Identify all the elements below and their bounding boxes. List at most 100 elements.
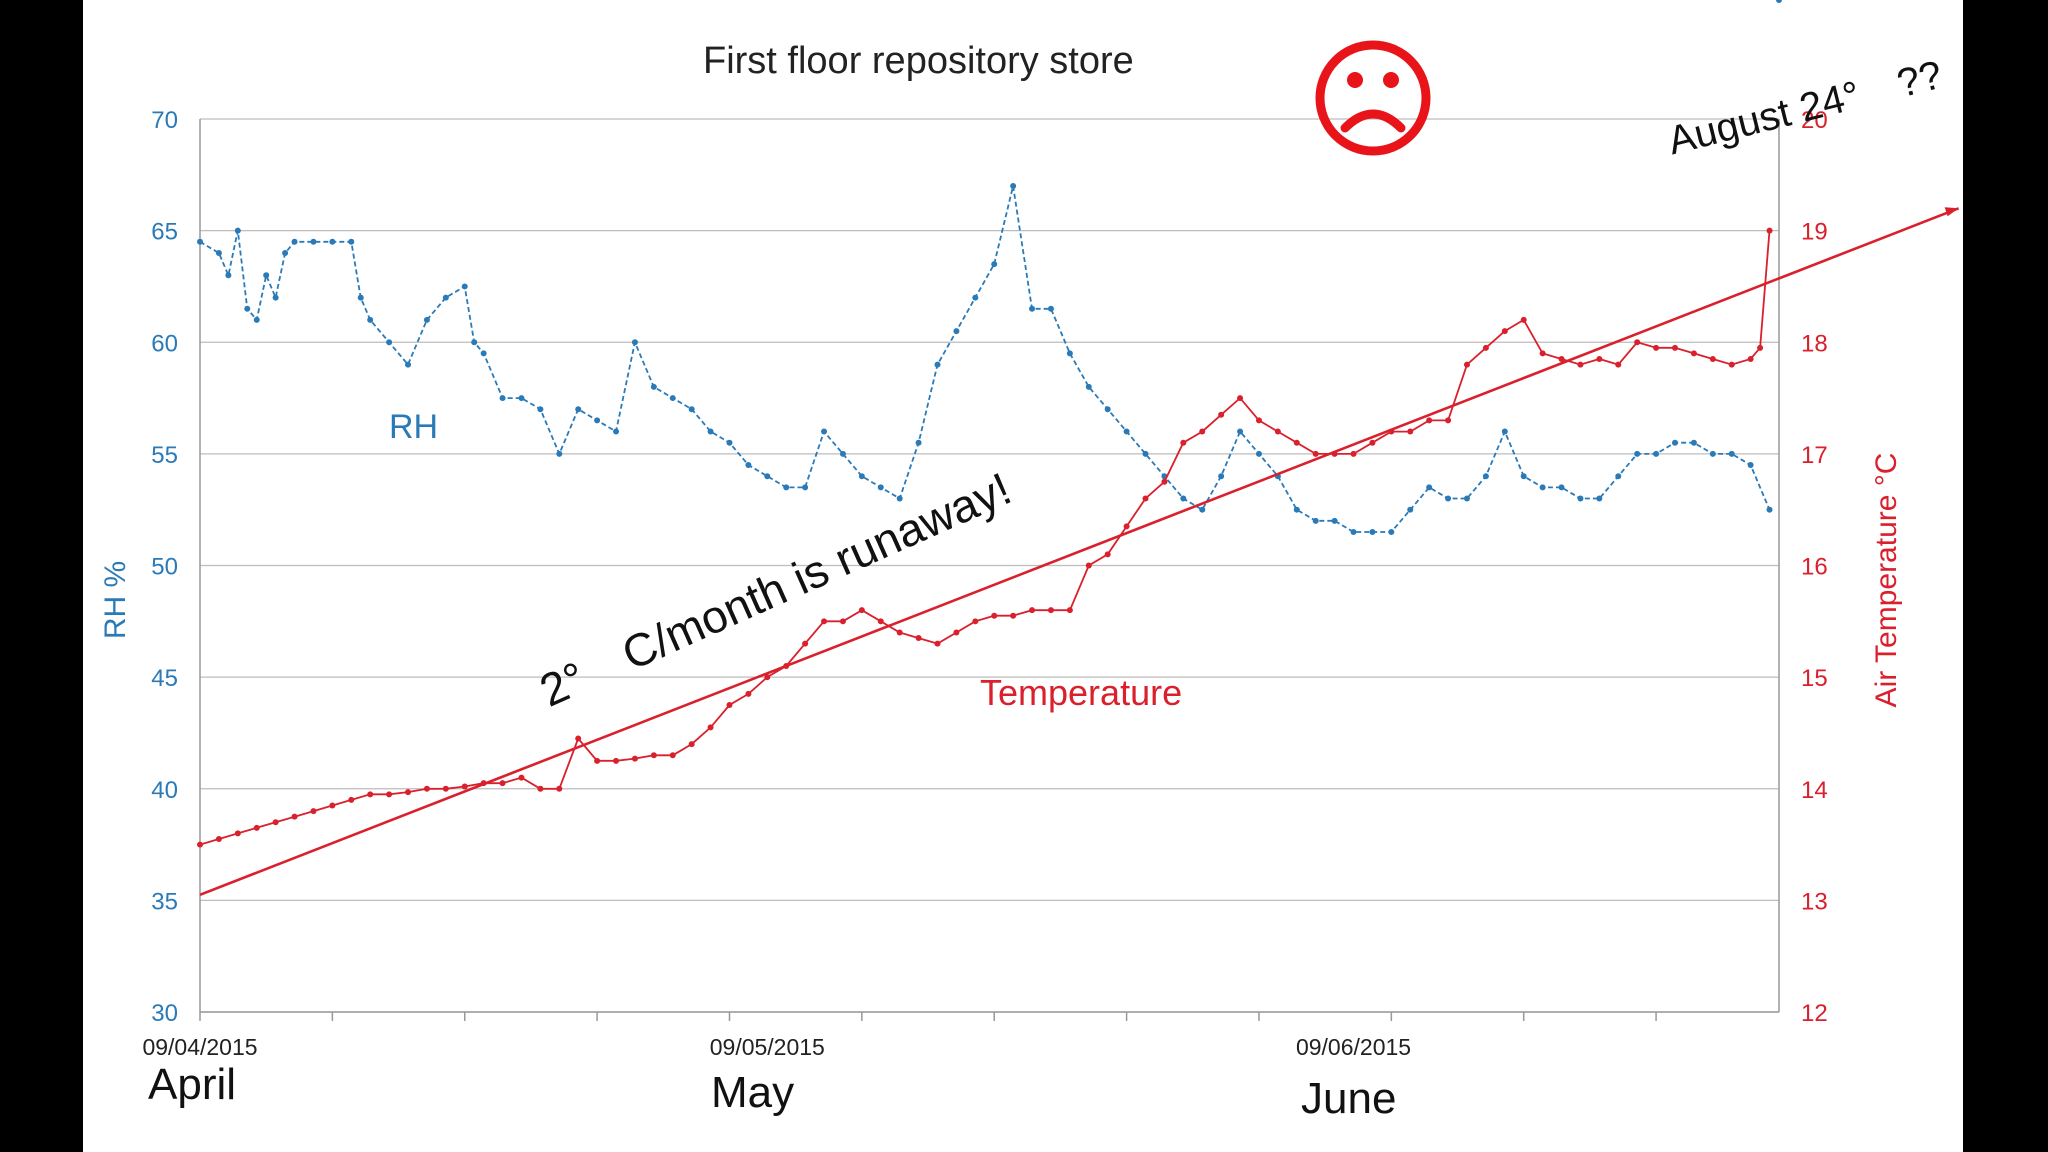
data-point-rh [1029,305,1036,312]
x-tick-label: 09/04/2015 [142,1034,257,1060]
data-point-rh [1369,529,1376,536]
gridlines [200,118,1779,1013]
data-point-temperature [1255,417,1262,424]
data-point-temperature [991,612,998,619]
y-tick-right: 18 [1801,330,1828,357]
data-point-rh [1671,439,1678,446]
data-point-temperature [329,802,336,809]
y-tick-right: 16 [1801,554,1828,581]
data-point-temperature [1218,411,1225,418]
data-point-temperature [1237,395,1244,402]
sad-face-icon [1313,38,1433,158]
x-tick-label: 09/05/2015 [710,1034,825,1060]
data-point-rh [348,238,355,245]
data-point-rh [1482,473,1489,480]
data-point-temperature [1482,344,1489,351]
data-point-temperature [1426,417,1433,424]
data-point-rh [1690,439,1697,446]
data-point-temperature [1293,439,1300,446]
data-point-rh [991,261,998,268]
data-point-rh [499,395,506,402]
data-point-temperature [858,607,865,614]
data-point-rh [197,238,203,245]
y-tick-right: 20 [1801,107,1828,134]
data-point-temperature [215,835,222,842]
data-point-rh [1255,450,1262,457]
data-point-temperature [537,785,544,792]
data-point-rh [669,395,676,402]
data-point-temperature [669,752,676,759]
x-tick-label: 09/06/2015 [1296,1034,1411,1060]
y-tick-right: 13 [1801,888,1828,915]
month-label-april: April [148,1060,237,1109]
data-point-rh [953,328,960,335]
data-point-temperature [745,690,752,697]
data-point-rh [357,294,364,301]
data-point-temperature [726,702,733,709]
data-point-temperature [1274,428,1281,435]
data-point-temperature [1596,355,1603,362]
y-tick-left: 40 [151,777,178,804]
data-point-rh [764,473,771,480]
tick-labels: 30 12 35 13 40 14 45 15 50 16 55 17 60 18 65 19 70 20 09/0… [142,107,1827,1060]
data-point-temperature [1577,361,1584,368]
data-point-temperature [405,789,412,796]
data-point-rh [518,395,525,402]
month-label-may: May [711,1068,795,1117]
data-point-rh [1766,506,1773,513]
y-tick-right: 19 [1801,219,1828,246]
data-point-temperature [1747,355,1754,362]
data-point-temperature [1757,344,1764,351]
series-line-trend [199,207,1960,897]
data-point-rh [244,305,251,312]
data-point-rh [1615,473,1622,480]
data-point-rh [1539,484,1546,491]
data-point-temperature [1312,450,1319,457]
data-point-rh [877,484,884,491]
data-point-temperature [1350,450,1357,457]
data-point-rh [594,417,601,424]
data-point-rh [1463,495,1470,502]
data-point-rh [386,339,393,346]
data-point-temperature [1445,417,1452,424]
data-point-rh [442,294,449,301]
data-point-temperature [972,618,979,625]
data-point-rh [1104,406,1111,413]
data-point-rh [1350,529,1357,536]
temperature-series-label: Temperature [980,672,1183,713]
data-point-temperature [1558,355,1565,362]
data-point-rh [613,428,620,435]
data-point-rh [329,238,336,245]
data-point-rh [972,294,979,301]
data-point-temperature [386,791,393,798]
chart-title: First floor repository store [703,40,1134,82]
data-point-temperature [688,741,695,748]
data-point-rh [650,383,657,390]
data-point-rh [1596,495,1603,502]
data-point-rh [1634,450,1641,457]
data-point-rh [915,439,922,446]
series-line-rh [199,185,1771,533]
month-label-june: June [1301,1074,1397,1123]
data-point-rh [575,406,582,413]
data-point-temperature [1653,344,1660,351]
data-point-temperature [594,757,601,764]
data-point-temperature [291,813,298,820]
data-point-temperature [197,841,203,848]
data-point-temperature [821,618,828,625]
data-point-temperature [1123,523,1130,530]
data-point-temperature [613,757,620,764]
data-point-rh [707,428,714,435]
data-point-temperature [1520,316,1527,323]
data-point-temperature [896,629,903,636]
data-point-rh [272,294,279,301]
data-point-temperature [1161,478,1168,485]
y-tick-left: 70 [151,107,178,134]
data-point-rh [1066,350,1073,357]
data-point-temperature [556,785,563,792]
y-tick-left: 35 [151,888,178,915]
trend-arrowhead [1944,207,1959,217]
data-point-temperature [234,830,241,837]
data-point-rh [1312,517,1319,524]
data-point-temperature [802,640,809,647]
